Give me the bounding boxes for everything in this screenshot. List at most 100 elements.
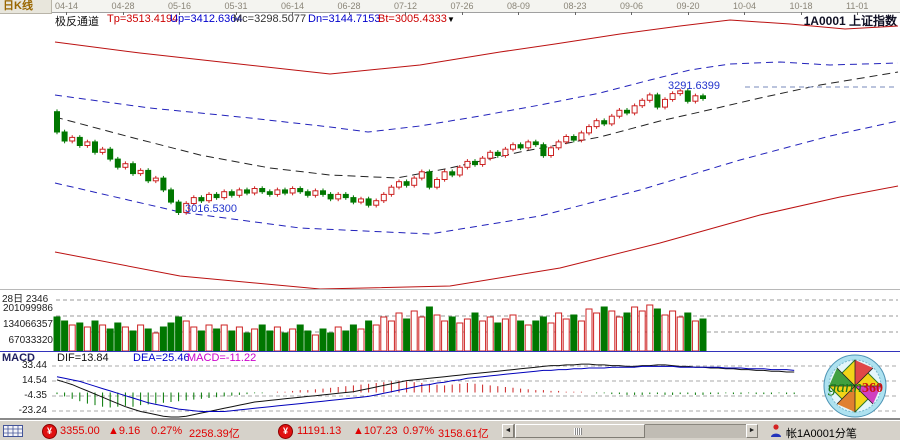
axis-tick <box>687 12 689 15</box>
candle <box>152 177 159 182</box>
date-tick-label: 09-06 <box>620 1 644 11</box>
volume-bar <box>235 326 243 352</box>
macd-scale-label: 14.54 <box>21 375 47 386</box>
gann360-logo: gann 360 <box>823 354 887 418</box>
candle <box>540 144 547 157</box>
market2-coin-icon[interactable]: ¥ <box>278 424 293 439</box>
logo-text-gann: gann <box>828 377 862 396</box>
volume-bar <box>68 324 76 352</box>
volume-scale-label: 201099986 <box>2 303 53 314</box>
channel-line-mc <box>54 71 899 179</box>
volume-bar <box>433 314 441 352</box>
candle <box>601 120 608 125</box>
macd-scale-label: -4.35 <box>24 390 47 401</box>
candle <box>563 136 570 143</box>
candle <box>107 148 114 160</box>
channel-line-bt <box>54 185 899 290</box>
candle <box>418 171 425 179</box>
volume-bar <box>425 306 433 352</box>
candle <box>137 169 144 175</box>
volume-bar <box>258 324 266 352</box>
candle <box>502 148 509 156</box>
user-icon[interactable] <box>770 424 782 437</box>
volume-bar <box>220 324 228 352</box>
candle <box>449 171 456 176</box>
volume-bar <box>106 328 114 352</box>
volume-bar <box>311 334 319 352</box>
scroll-right-button[interactable]: ► <box>746 424 758 438</box>
candle <box>456 166 463 176</box>
volume-bar <box>289 328 297 352</box>
volume-bar <box>349 324 357 352</box>
volume-bar <box>167 322 175 352</box>
candle <box>183 202 190 213</box>
horizontal-scrollbar[interactable]: ◄ ► <box>502 424 758 438</box>
axis-tick <box>631 12 632 15</box>
keyboard-icon[interactable] <box>3 425 23 437</box>
candle <box>282 189 288 194</box>
candle <box>479 157 486 165</box>
axis-tick <box>179 12 180 15</box>
date-tick-label: 11-01 <box>846 1 869 11</box>
volume-bar <box>342 330 350 352</box>
kline-period-label[interactable]: 日K线 <box>0 0 52 14</box>
candle <box>624 109 630 114</box>
date-tick-label: 10-18 <box>789 1 813 11</box>
candle <box>510 144 516 150</box>
date-tick-label: 08-09 <box>507 1 531 11</box>
market2-change: ▲107.23 <box>353 425 398 437</box>
macd-plot <box>52 363 898 418</box>
candle <box>114 158 121 168</box>
volume-bar <box>137 324 145 352</box>
indicator-value-tp: Tp=3513.4194 <box>107 13 179 25</box>
volume-bar <box>410 310 418 352</box>
indicator-value-mc: Mc=3298.5077 <box>233 13 307 25</box>
axis-tick <box>574 12 576 15</box>
status-bar: ¥ 3355.00 ▲9.16 0.27% 2258.39亿 ¥ 11191.1… <box>0 420 900 440</box>
scrollbar-thumb[interactable] <box>515 424 645 438</box>
volume-bar <box>83 326 91 352</box>
volume-bar <box>646 304 654 352</box>
candle <box>662 98 668 108</box>
channel-line-dn <box>54 120 899 235</box>
candle <box>342 193 349 199</box>
volume-bar <box>486 316 494 352</box>
candle <box>365 198 372 206</box>
volume-bar <box>448 316 456 352</box>
logo-cross-lines <box>829 360 881 412</box>
chevron-down-icon[interactable]: ▼ <box>447 15 455 24</box>
candle <box>608 115 615 125</box>
axis-tick <box>122 12 124 15</box>
volume-bar <box>547 322 555 352</box>
scrollbar-grip <box>574 428 582 435</box>
candle <box>586 126 592 134</box>
volume-bar <box>76 322 84 352</box>
macd-scale-label: -23.24 <box>18 405 47 416</box>
volume-bar <box>676 316 684 352</box>
candle <box>251 188 258 194</box>
symbol-title: 1A0001 上证指数 <box>803 14 897 28</box>
volume-bar <box>585 308 593 352</box>
volume-bar <box>205 324 213 352</box>
candle <box>700 95 706 100</box>
axis-tick <box>857 12 858 15</box>
volume-bar <box>357 328 365 352</box>
market1-coin-icon[interactable]: ¥ <box>42 424 57 439</box>
volume-bar <box>608 310 616 352</box>
volume-bar <box>684 312 692 352</box>
date-tick-label: 04-14 <box>55 1 79 11</box>
candle <box>244 189 250 194</box>
volume-bar <box>570 314 578 352</box>
indicator-name[interactable]: 极反通道 <box>55 16 99 28</box>
volume-bar <box>509 314 517 352</box>
scroll-left-button[interactable]: ◄ <box>502 424 514 438</box>
logo-triangle-green <box>829 368 855 386</box>
candle <box>266 191 273 195</box>
candle <box>335 193 342 200</box>
indicator-value-dn: Dn=3144.7153 <box>308 13 381 25</box>
candle <box>206 193 212 202</box>
market2-percent: 0.97% <box>403 425 435 437</box>
volume-bar <box>197 330 205 352</box>
volume-bar <box>53 316 61 352</box>
